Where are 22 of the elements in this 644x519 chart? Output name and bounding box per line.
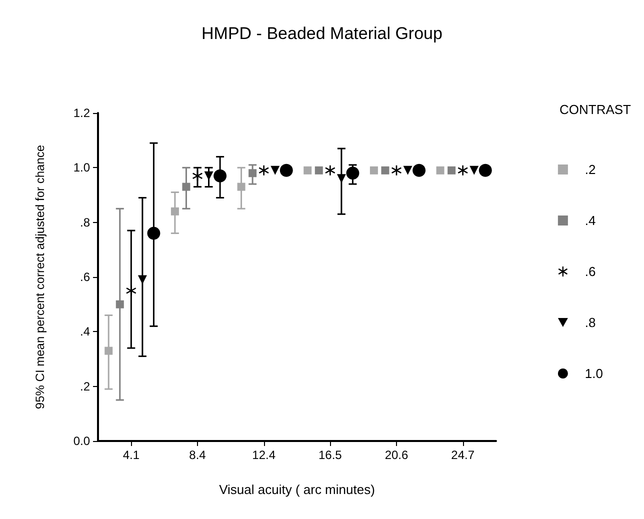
x-tick-label: 24.7 [451,448,475,462]
legend-title: CONTRAST [560,102,632,117]
y-tick-label: .2 [80,379,90,394]
y-tick-label: 1.2 [73,106,90,120]
x-tick-label: 12.4 [252,448,276,462]
x-tick-label: 4.1 [122,448,140,462]
y-tick-label: .6 [80,270,90,284]
y-axis-title: 95% CI mean percent correct adjusted for chance [33,144,47,410]
y-tick-label: .8 [80,215,90,230]
y-tick-label: 0.0 [73,434,90,448]
y-tick-label: 1.0 [73,160,90,175]
x-tick-label: 20.6 [384,448,408,462]
x-tick-label: 16.5 [318,448,342,462]
legend-label: .6 [584,264,596,279]
legend-label: .4 [584,213,596,228]
x-tick-label: 8.4 [189,448,206,462]
chart-title: HMPD - Beaded Material Group [202,24,442,43]
x-axis-title: Visual acuity ( arc minutes) [219,482,375,497]
y-tick-label: .4 [80,324,90,339]
legend-label: .8 [584,315,596,330]
legend-label: 1.0 [584,366,604,381]
legend-label: .2 [584,162,596,177]
